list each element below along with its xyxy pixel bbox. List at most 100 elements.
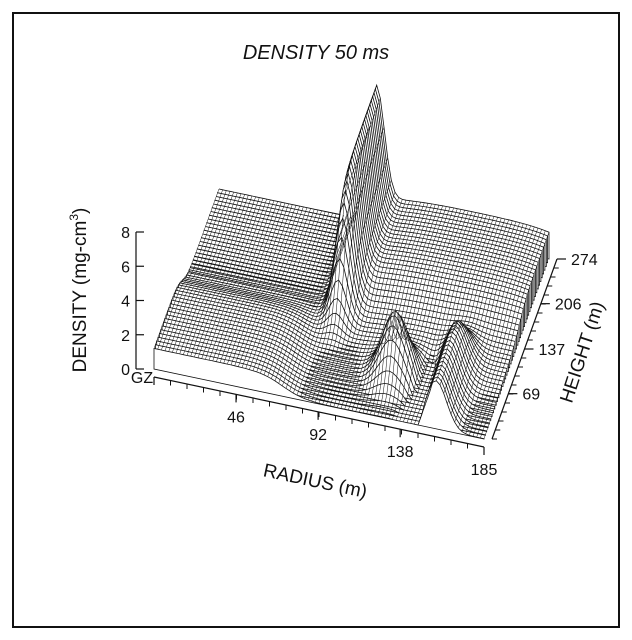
surface-meshline — [461, 224, 528, 432]
surface-meshline — [252, 209, 319, 371]
surface-meshline — [454, 222, 520, 423]
surface-meshline — [447, 220, 513, 404]
surface-meshline — [344, 200, 410, 410]
surface-meshline — [410, 212, 476, 424]
surface-meshline — [208, 200, 275, 361]
surface-meshline — [241, 207, 308, 368]
surface-meshline — [168, 192, 234, 352]
surface-meshline — [256, 210, 322, 372]
surface-meshline — [245, 208, 311, 369]
density-tick-label: 6 — [121, 259, 130, 276]
surface-meshline — [403, 210, 469, 422]
surface-meshline — [197, 198, 264, 358]
surface-meshline — [289, 213, 355, 391]
surface-meshline — [450, 221, 517, 415]
surface-meshline — [194, 197, 260, 358]
surface-meshline — [293, 205, 359, 394]
surface-meshline — [476, 229, 542, 438]
surface-meshline — [263, 212, 330, 375]
surface-meshline — [428, 216, 495, 390]
surface-meshline — [296, 189, 363, 396]
surface-meshline — [399, 210, 465, 422]
surface-meshline — [238, 206, 304, 367]
surface-meshline — [304, 126, 370, 399]
surface-meshline — [179, 194, 245, 354]
surface-meshline — [172, 192, 238, 353]
surface-meshline — [384, 207, 451, 418]
density-axis-label-main: DENSITY (mg-cm — [70, 221, 91, 373]
surface-meshline — [326, 180, 392, 406]
surface-meshline — [267, 212, 333, 377]
chart-frame: DENSITY 50 ms 0 2 4 6 8 GZ 46 92 138 185 69 137 206 2… — [12, 12, 620, 628]
surface-meshline — [355, 202, 421, 412]
radius-axis-label: RADIUS (m) — [261, 460, 369, 502]
surface-meshline — [300, 161, 366, 397]
surface-meshline — [307, 96, 374, 400]
surface-meshline — [436, 218, 502, 381]
surface-meshline — [315, 98, 381, 403]
surface-meshline — [249, 209, 315, 370]
surface-mesh — [153, 83, 550, 440]
surface-meshline — [285, 215, 352, 389]
height-tick-label: 137 — [539, 342, 566, 359]
surface-meshline — [175, 193, 242, 354]
surface-meshline — [216, 202, 282, 362]
surface-meshline — [322, 157, 388, 405]
surface-meshline — [381, 206, 447, 417]
surface-meshline — [161, 190, 227, 351]
surface-meshline — [333, 197, 399, 407]
surface-meshline — [458, 223, 524, 428]
surface-meshline — [439, 218, 506, 385]
surface-meshline — [271, 213, 337, 379]
density-tick-label: 0 — [121, 362, 130, 379]
surface-meshline — [388, 207, 454, 419]
surface-meshline — [260, 211, 326, 374]
surface-meshline — [414, 213, 480, 425]
density-axis-label-close: ) — [70, 208, 91, 214]
surface-meshline — [234, 206, 300, 366]
surface-meshline — [157, 189, 223, 350]
surface-meshline — [366, 203, 432, 414]
surface-meshline — [348, 201, 414, 410]
surface-meshline — [417, 213, 484, 426]
surface-meshline — [212, 201, 278, 361]
surface-meshline — [230, 205, 297, 365]
surface-meshline — [311, 85, 377, 402]
surface-meshline — [483, 232, 550, 439]
surface-meshline — [278, 214, 344, 384]
surface-meshline — [465, 225, 531, 434]
surface-meshline — [329, 192, 396, 406]
height-tick-label: 69 — [522, 387, 540, 404]
surface-meshline — [377, 205, 443, 416]
density-axis-label: DENSITY (mg-cm3) — [67, 208, 91, 373]
surface-meshline — [443, 219, 509, 394]
surface-meshline — [373, 205, 440, 416]
surface-meshline — [201, 199, 267, 359]
radius-tick-label: 138 — [387, 444, 414, 461]
surface-meshline — [362, 203, 429, 413]
surface-meshline — [406, 211, 473, 423]
surface-meshline — [318, 127, 385, 404]
density-axis-label-sup: 3 — [67, 214, 81, 221]
surface-strip — [153, 348, 485, 440]
surface-meshline — [480, 230, 546, 438]
surface-meshline — [432, 217, 498, 383]
surface-meshline — [340, 200, 407, 409]
surface-meshline — [370, 204, 436, 415]
surface-meshline — [351, 201, 418, 411]
surface-meshline — [337, 199, 403, 408]
surface-meshline — [186, 195, 253, 356]
surface-meshline — [421, 214, 487, 415]
surface-meshline — [227, 204, 293, 365]
surface-meshline — [223, 203, 289, 364]
surface-meshline — [395, 209, 462, 421]
density-tick-label: 4 — [121, 294, 130, 311]
surface-meshline — [359, 202, 425, 413]
chart-title: DENSITY 50 ms — [242, 42, 390, 64]
density-tick-label: 2 — [121, 328, 130, 345]
surface-meshline — [190, 196, 256, 357]
surface-meshline — [274, 214, 341, 381]
surface-meshline — [472, 228, 539, 437]
